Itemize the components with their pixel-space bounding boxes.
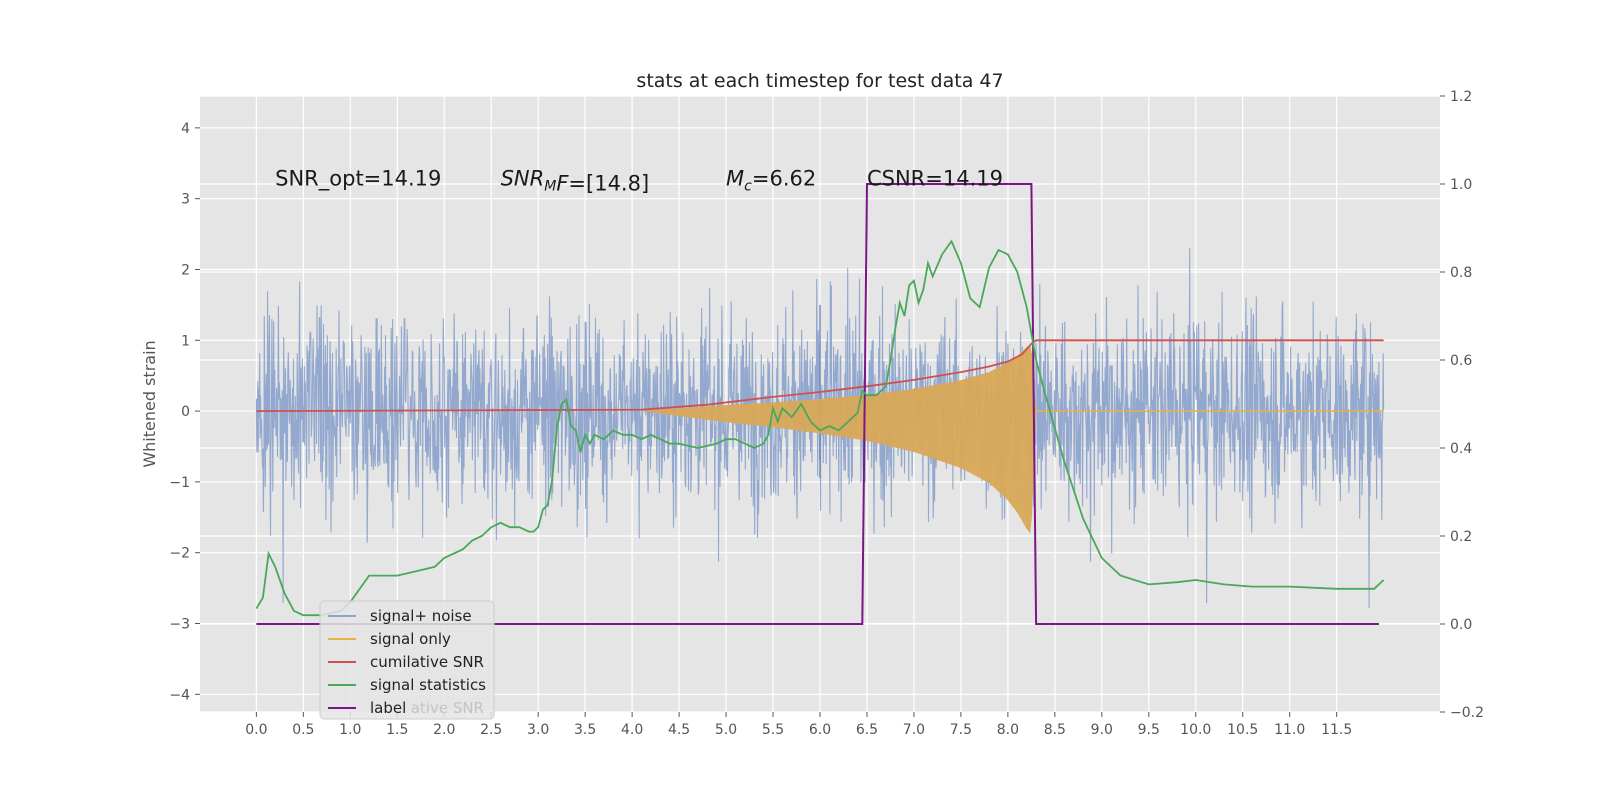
y-tick-label: −3	[169, 616, 190, 632]
label-line	[256, 183, 1379, 625]
y2-tick-label: 0.0	[1450, 617, 1472, 633]
y-tick-label: −4	[169, 687, 190, 703]
y2-tick-label: −0.2	[1450, 705, 1484, 721]
x-tick-label: 3.0	[527, 722, 549, 738]
x-tick-label: 11.0	[1274, 722, 1305, 738]
x-tick-label: 2.5	[480, 722, 502, 738]
series-signal-only	[641, 344, 1384, 534]
series-signal-statistics	[255, 239, 1385, 617]
x-tick-label: 5.0	[715, 722, 737, 738]
y-tick-label: 0	[181, 404, 190, 420]
legend-label-backdrop	[366, 695, 410, 713]
y2-tick-label: 1.2	[1450, 89, 1472, 105]
series-cumilative-snr	[256, 339, 1384, 412]
x-tick-label: 1.5	[386, 722, 408, 738]
y-tick-label: 3	[181, 192, 190, 208]
x-tick-label: 4.5	[668, 722, 690, 738]
x-tick-label: 0.5	[292, 722, 314, 738]
legend-label: cumilative SNR	[370, 653, 484, 671]
x-tick-label: 7.5	[950, 722, 972, 738]
legend-label: signal only	[370, 630, 451, 648]
x-tick-label: 4.0	[621, 722, 643, 738]
y-tick-label: 4	[181, 121, 190, 137]
x-tick-label: 6.0	[809, 722, 831, 738]
x-tick-label: 10.5	[1227, 722, 1258, 738]
x-tick-label: 1.0	[339, 722, 361, 738]
x-tick-label: 8.0	[997, 722, 1019, 738]
y-tick-label: −1	[169, 475, 190, 491]
legend-box	[319, 600, 495, 720]
legend-label: signal+ noise	[370, 607, 472, 625]
annotations: SNR_opt=14.19 SNRMF=[14.8] Mc=6.62 CSNR=14.…	[275, 166, 1003, 195]
y-tick-label: −2	[169, 546, 190, 562]
y2-tick-label: 0.6	[1450, 353, 1472, 369]
y2-tick-label: 0.2	[1450, 529, 1472, 545]
legend-label: signal statistics	[370, 676, 486, 694]
y-tick-label: 1	[181, 333, 190, 349]
x-tick-label: 3.5	[574, 722, 596, 738]
signal-statistics-line	[255, 239, 1385, 617]
x-tick-label: 5.5	[762, 722, 784, 738]
y-axis-label: Whitened strain	[140, 340, 159, 467]
y2-tick-label: 0.4	[1450, 441, 1472, 457]
chart-title: stats at each timestep for test data 47	[636, 70, 1003, 92]
axis-ticks: 0.0 0.5 1.0 1.5 2.0 2.5 3.0 3.5 4.0 4.5 5.0 5.5 6.0 6…	[169, 89, 1484, 738]
signal-only-envelope	[641, 344, 1037, 534]
x-tick-label: 10.0	[1180, 722, 1211, 738]
x-tick-label: 11.5	[1321, 722, 1352, 738]
y2-tick-label: 0.8	[1450, 265, 1472, 281]
x-tick-label: 8.5	[1044, 722, 1066, 738]
annotation-3: Mc=6.62	[726, 166, 816, 194]
legend-label: label	[370, 699, 406, 717]
annotation-1: SNR_opt=14.19	[275, 166, 441, 191]
x-tick-label: 9.5	[1138, 722, 1160, 738]
x-tick-label: 0.0	[245, 722, 267, 738]
x-tick-label: 6.5	[856, 722, 878, 738]
x-tick-label: 7.0	[903, 722, 925, 738]
series-label	[256, 183, 1379, 625]
x-tick-label: 2.0	[433, 722, 455, 738]
x-tick-label: 9.0	[1091, 722, 1113, 738]
annotation-2: SNRMF=[14.8]	[501, 166, 650, 195]
cumilative-snr-line	[256, 339, 1384, 412]
annotation-4: CSNR=14.19	[867, 166, 1003, 190]
y2-tick-label: 1.0	[1450, 177, 1472, 193]
y-tick-label: 2	[181, 262, 190, 278]
